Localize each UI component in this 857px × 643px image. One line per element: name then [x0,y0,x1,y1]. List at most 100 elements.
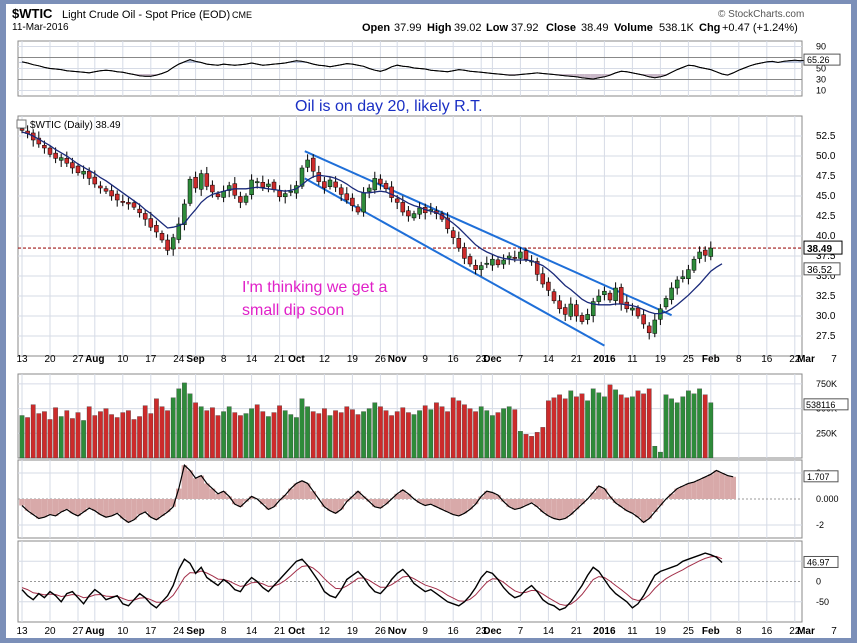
volume-bar [238,415,243,459]
candle-body [148,218,154,228]
volume-bar [702,394,708,459]
x-tick-label: 11 [627,626,638,637]
volume-bar [596,392,602,459]
x-tick-label: 9 [422,354,428,365]
volume-bar [232,412,238,459]
volume-bar [652,445,658,459]
x-tick-label: 13 [16,354,28,365]
x-tick-label: Feb [702,354,720,365]
candle-body [103,188,109,192]
volume-tick-label: 750K [816,379,837,389]
volume-bar [490,415,495,459]
candle-body [372,178,378,191]
rsi-tick-label: 30 [816,75,826,85]
price-tick-label: 40.0 [816,231,836,242]
candle-body [635,307,641,317]
candle-body [546,281,551,291]
macd-tick-label: -2 [816,520,824,530]
volume-bar [366,408,372,459]
volume-bar [305,406,310,459]
volume-tick-label: 250K [816,428,837,438]
volume-bar [579,393,585,459]
candle-body [338,187,344,195]
x-tick-label: 19 [655,354,667,365]
volume-bar [602,396,607,459]
x-tick-label: 22 [789,354,801,365]
volume-bar [221,411,226,459]
channel-lower-line [304,177,605,347]
x-tick-label: 8 [221,626,227,637]
candle-body [484,262,490,265]
candle-body [378,178,383,185]
candle-body [478,265,484,270]
volume-bar [624,397,630,459]
price-tick-label: 52.5 [816,131,836,142]
candle-body [204,173,210,187]
price-tick-label: 27.5 [816,331,836,342]
volume-bar [198,406,204,459]
high-value: 39.02 [454,22,482,34]
volume-bar [193,402,198,459]
candle-body [86,170,92,179]
candle-body [361,192,366,213]
candle-body [92,176,98,185]
volume-bar [697,388,702,459]
volume-bar [641,393,646,459]
volume-bar [708,402,714,459]
x-tick-label: 26 [375,626,387,637]
candle-body [226,185,232,191]
rsi-tick-label: 50 [816,64,826,74]
candle-body [613,287,618,301]
candle-body [669,287,674,300]
macd-hist-outline [21,464,734,524]
x-tick-label: 8 [736,354,742,365]
volume-bar [635,390,641,459]
high-label: High [427,22,452,34]
x-tick-label: 23 [476,626,488,637]
x-tick-label: Dec [483,626,502,637]
volume-bar [394,411,400,459]
close-value: 38.49 [581,22,609,34]
volume-last-label: 538116 [806,400,835,410]
volume-bar [70,418,75,459]
candle-body [618,287,624,305]
candle-body [120,201,126,203]
volume-bar [282,410,288,459]
x-tick-label: 22 [789,626,801,637]
candle-body [686,269,691,279]
candle-body [445,217,450,230]
open-label: Open [362,22,390,34]
volume-bar [159,406,165,459]
x-tick-label: 20 [44,626,56,637]
x-tick-label: 11 [627,354,638,365]
candle-body [53,152,58,159]
x-tick-label: 12 [319,354,331,365]
volume-bar [585,400,590,459]
volume-bar [512,409,518,459]
volume-bar [523,434,529,459]
candle-body [534,261,540,275]
x-tick-label: 7 [831,626,837,637]
candle-body [215,193,221,198]
candle-body [288,190,294,193]
volume-bar [658,451,663,459]
volume-bar [137,416,142,459]
candle-body [182,203,187,225]
volume-bar [372,402,378,459]
x-tick-label: 19 [347,626,359,637]
candle-body [316,172,322,182]
candle-body [596,295,602,302]
x-tick-label: 7 [831,354,837,365]
volume-bar [540,427,546,459]
x-tick-label: 8 [736,626,742,637]
candle-body [462,247,467,259]
candle-body [165,239,170,251]
candle-body [142,213,148,220]
x-tick-label: 24 [173,626,185,637]
volume-bar [187,393,193,459]
candle-body [350,197,355,206]
candle-body [680,276,686,279]
candle-body [663,298,669,308]
brand-text: © StockCharts.com [718,9,804,20]
candle-body [109,190,114,197]
